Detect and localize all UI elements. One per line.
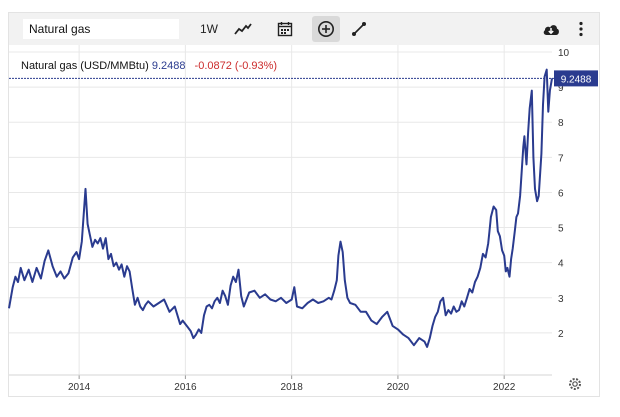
- download-button[interactable]: [537, 16, 565, 42]
- y-tick-label: 5: [558, 224, 564, 235]
- y-tick-label: 9: [558, 83, 564, 94]
- legend-last-value: 9.2488: [151, 60, 186, 72]
- y-tick-label: 2: [558, 329, 564, 340]
- y-tick-label: 6: [558, 188, 564, 199]
- y-tick-label: 10: [558, 48, 570, 59]
- symbol-search-input[interactable]: Natural gas: [22, 18, 180, 40]
- last-price-tag: 9.2488: [554, 70, 598, 87]
- y-axis-labels: 2 3 4 5 6 7 8 9 10: [558, 48, 570, 340]
- x-tick-label: 2022: [493, 382, 516, 393]
- y-tick-label: 8: [558, 118, 564, 129]
- chart-toolbar: Natural gas 1W: [9, 13, 599, 45]
- add-comparison-icon: [318, 21, 334, 37]
- chart-grid: [9, 45, 552, 375]
- x-tick-label: 2016: [174, 382, 197, 393]
- chart-type-button[interactable]: [229, 16, 257, 42]
- x-tick-label: 2014: [68, 382, 91, 393]
- price-tag-label: 9.2488: [561, 74, 592, 85]
- x-axis-labels: 2014 2016 2018 2020 2022: [68, 375, 516, 393]
- y-tick-label: 7: [558, 153, 564, 164]
- series-line[interactable]: [8, 68, 553, 348]
- draw-tool-button[interactable]: [345, 16, 373, 42]
- y-tick-label: 4: [558, 259, 564, 270]
- draw-icon: [352, 22, 366, 36]
- date-range-button[interactable]: [271, 16, 299, 42]
- x-tick-label: 2018: [281, 382, 304, 393]
- gear-icon[interactable]: [568, 377, 582, 391]
- calendar-icon: [277, 22, 293, 37]
- cloud-download-icon: [543, 25, 559, 35]
- add-comparison-button[interactable]: [312, 16, 340, 42]
- x-tick-label: 2020: [387, 382, 410, 393]
- chart-frame: [8, 12, 600, 397]
- legend-series-name: Natural gas (USD/MMBtu): [21, 60, 149, 72]
- period-selector[interactable]: 1W: [200, 22, 218, 36]
- more-menu-icon: [579, 21, 583, 37]
- series-legend: Natural gas (USD/MMBtu) 9.2488 -0.0872 (…: [21, 60, 277, 72]
- line-chart-icon: [234, 23, 252, 35]
- more-options-button[interactable]: [567, 16, 595, 42]
- legend-change: -0.0872 (-0.93%): [194, 60, 278, 72]
- y-tick-label: 3: [558, 294, 564, 305]
